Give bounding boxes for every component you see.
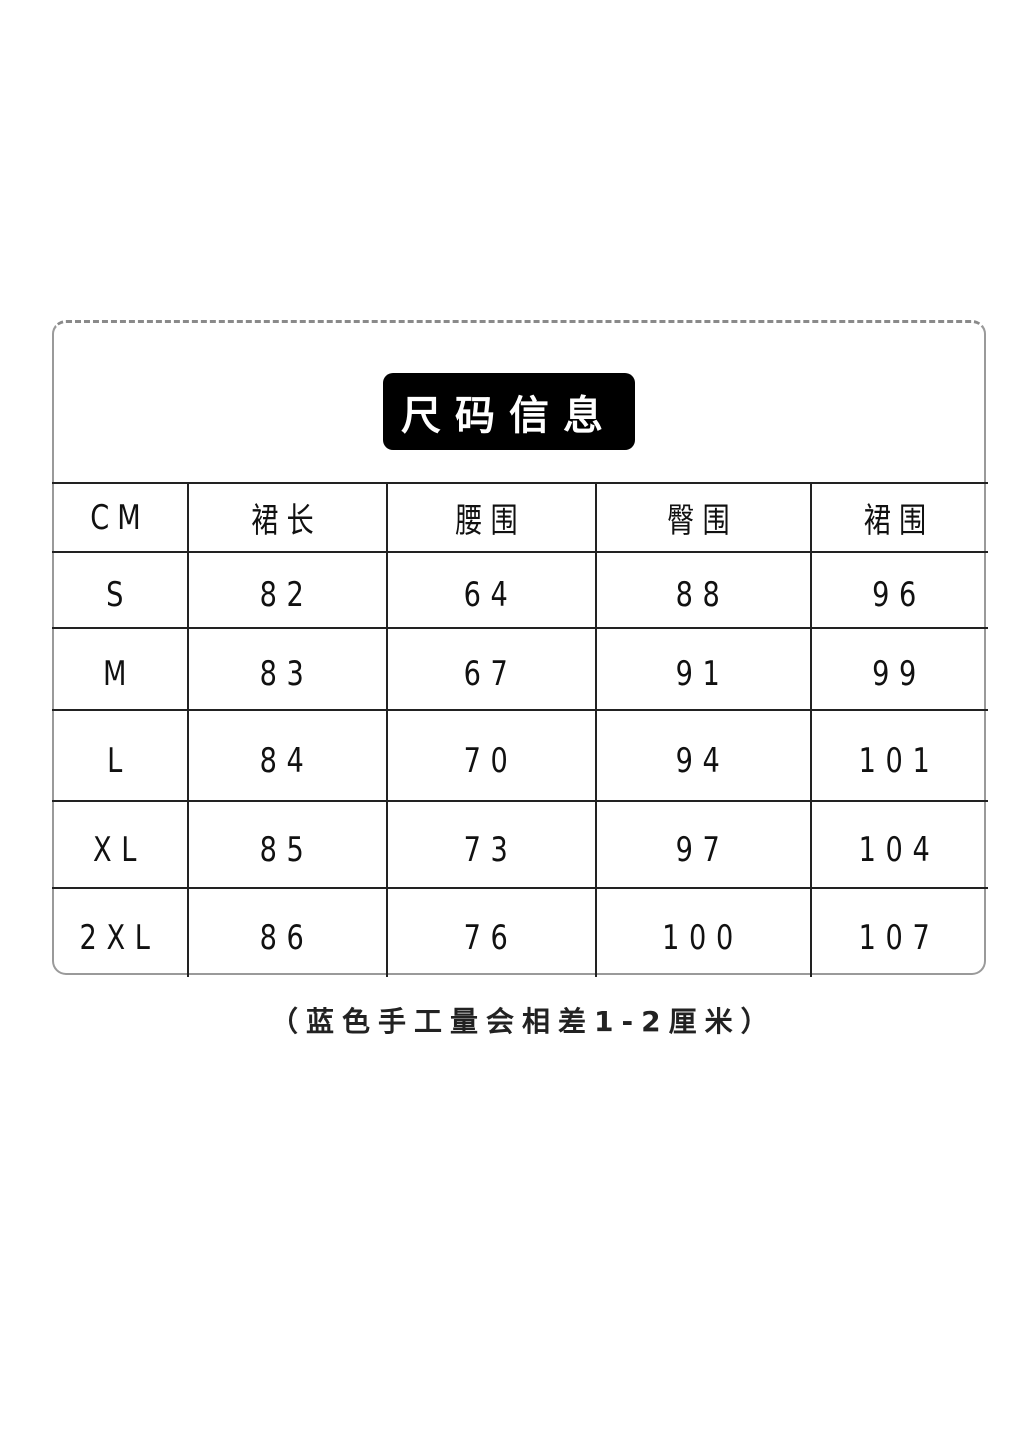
title-badge: 尺码信息 xyxy=(383,373,635,450)
table-cell: 2XL xyxy=(79,917,160,958)
table-cell: S xyxy=(106,575,133,615)
row-divider xyxy=(52,800,988,802)
column-divider xyxy=(810,483,812,977)
table-cell: 73 xyxy=(463,829,518,870)
column-divider xyxy=(595,483,597,977)
table-cell: 94 xyxy=(675,740,730,781)
table-cell: 88 xyxy=(675,575,730,615)
table-cell: 101 xyxy=(858,740,940,781)
size-chart-frame xyxy=(52,320,986,975)
row-divider xyxy=(52,709,988,711)
table-cell: 104 xyxy=(858,829,940,870)
table-cell: L xyxy=(107,740,132,781)
header-cell: 裙长 xyxy=(251,501,322,541)
table-cell: 84 xyxy=(259,740,314,781)
table-cell: 64 xyxy=(463,575,518,615)
table-cell: 107 xyxy=(858,917,940,958)
table-cell: 91 xyxy=(675,654,730,694)
column-divider xyxy=(386,483,388,977)
row-divider xyxy=(52,551,988,553)
header-cell: CM xyxy=(90,497,149,538)
table-cell: 96 xyxy=(872,575,926,615)
measurement-note: （蓝色手工量会相差1-2厘米） xyxy=(270,1005,777,1038)
table-cell: M xyxy=(102,654,137,694)
header-cell: 裙围 xyxy=(863,501,935,541)
table-cell: 83 xyxy=(259,654,314,694)
table-cell: 100 xyxy=(662,917,743,958)
header-cell: 臀围 xyxy=(667,501,738,541)
table-cell: 85 xyxy=(259,829,314,870)
table-cell: 70 xyxy=(463,740,518,781)
table-cell: 86 xyxy=(259,917,314,958)
table-cell: XL xyxy=(93,829,146,870)
table-cell: 97 xyxy=(675,829,730,870)
table-cell: 99 xyxy=(872,654,926,694)
row-divider xyxy=(52,482,988,484)
table-cell: 82 xyxy=(259,575,314,615)
column-divider xyxy=(187,483,189,977)
header-cell: 腰围 xyxy=(455,501,526,541)
row-divider xyxy=(52,887,988,889)
table-cell: 76 xyxy=(463,917,518,958)
table-cell: 67 xyxy=(463,654,518,694)
row-divider xyxy=(52,627,988,629)
